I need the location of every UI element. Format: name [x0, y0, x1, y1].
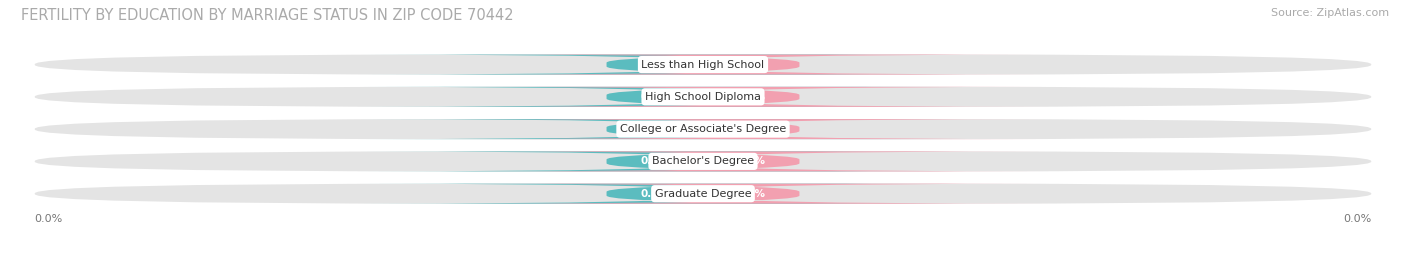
Text: 0.0%: 0.0%	[737, 156, 766, 167]
Text: 0.0%: 0.0%	[737, 189, 766, 199]
FancyBboxPatch shape	[359, 151, 950, 171]
Text: 0.0%: 0.0%	[640, 92, 669, 102]
FancyBboxPatch shape	[35, 87, 1371, 107]
Text: 0.0%: 0.0%	[737, 92, 766, 102]
Text: 0.0%: 0.0%	[1343, 214, 1371, 224]
Text: College or Associate's Degree: College or Associate's Degree	[620, 124, 786, 134]
Text: 0.0%: 0.0%	[640, 124, 669, 134]
FancyBboxPatch shape	[456, 184, 1047, 204]
FancyBboxPatch shape	[35, 55, 1371, 75]
Text: 0.0%: 0.0%	[640, 189, 669, 199]
Text: 0.0%: 0.0%	[640, 59, 669, 70]
Text: 0.0%: 0.0%	[737, 59, 766, 70]
Text: Bachelor's Degree: Bachelor's Degree	[652, 156, 754, 167]
Legend: Married, Unmarried: Married, Unmarried	[610, 264, 796, 269]
FancyBboxPatch shape	[456, 119, 1047, 139]
Text: FERTILITY BY EDUCATION BY MARRIAGE STATUS IN ZIP CODE 70442: FERTILITY BY EDUCATION BY MARRIAGE STATU…	[21, 8, 513, 23]
Text: Source: ZipAtlas.com: Source: ZipAtlas.com	[1271, 8, 1389, 18]
Text: 0.0%: 0.0%	[35, 214, 63, 224]
FancyBboxPatch shape	[359, 55, 950, 75]
Text: 0.0%: 0.0%	[737, 124, 766, 134]
FancyBboxPatch shape	[456, 151, 1047, 171]
Text: 0.0%: 0.0%	[640, 156, 669, 167]
FancyBboxPatch shape	[456, 55, 1047, 75]
FancyBboxPatch shape	[456, 87, 1047, 107]
Text: High School Diploma: High School Diploma	[645, 92, 761, 102]
Text: Graduate Degree: Graduate Degree	[655, 189, 751, 199]
FancyBboxPatch shape	[359, 184, 950, 204]
FancyBboxPatch shape	[35, 119, 1371, 139]
FancyBboxPatch shape	[359, 87, 950, 107]
FancyBboxPatch shape	[359, 119, 950, 139]
Text: Less than High School: Less than High School	[641, 59, 765, 70]
FancyBboxPatch shape	[35, 184, 1371, 204]
FancyBboxPatch shape	[35, 151, 1371, 171]
